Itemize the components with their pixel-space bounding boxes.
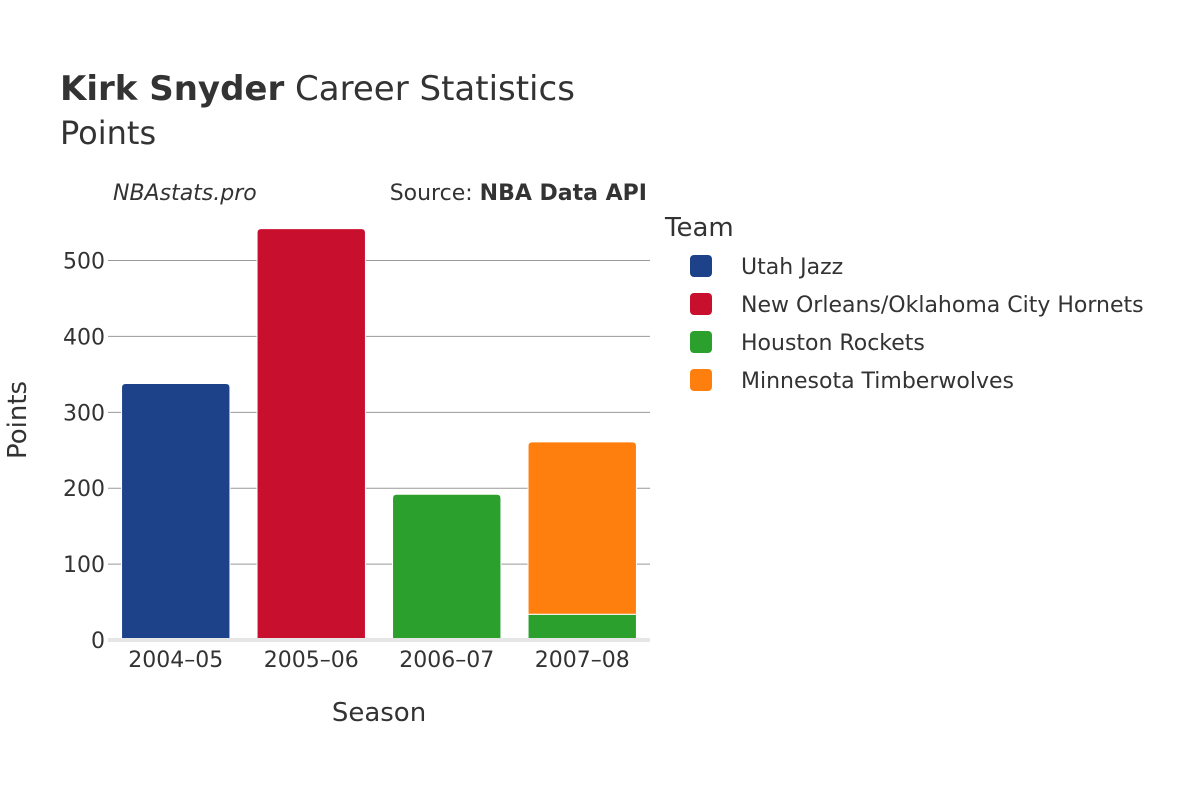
bar-layer: [121, 228, 637, 641]
legend-item[interactable]: New Orleans/Oklahoma City Hornets: [690, 293, 1144, 318]
y-tick-label: 0: [91, 629, 105, 654]
y-tick-label: 200: [63, 477, 105, 502]
x-tick-layer: 2004–05 2005–06 2006–07 2007–08: [128, 648, 629, 673]
y-axis-title: Points: [3, 381, 33, 459]
legend-swatch: [690, 331, 712, 353]
legend-label: New Orleans/Oklahoma City Hornets: [741, 293, 1144, 318]
chart-subtitle: Points: [60, 114, 156, 152]
legend-item[interactable]: Minnesota Timberwolves: [690, 369, 1014, 394]
bar-2007–08-houston-rockets[interactable]: [527, 613, 637, 641]
legend-label: Minnesota Timberwolves: [741, 369, 1014, 394]
bar-2007–08-minnesota-timberwolves[interactable]: [527, 441, 637, 615]
chart-title-name: Kirk Snyder: [60, 69, 284, 109]
chart-title-rest: Career Statistics: [284, 69, 575, 109]
y-tick-label: 100: [63, 553, 105, 578]
bar-2005–06-new-orleans-oklahoma-city-hornets[interactable]: [256, 228, 366, 641]
y-tick-label: 500: [63, 250, 105, 275]
legend-title: Team: [664, 213, 734, 243]
legend-swatch: [690, 293, 712, 315]
legend-item[interactable]: Houston Rockets: [690, 331, 925, 356]
chart-title: Kirk Snyder Career Statistics: [60, 69, 575, 109]
source-name: NBA Data API: [480, 181, 647, 206]
y-tick-label: 400: [63, 325, 105, 350]
legend-label: Houston Rockets: [741, 331, 925, 356]
bar-2006–07-houston-rockets[interactable]: [392, 493, 502, 641]
source-credit: Source: NBA Data API: [390, 181, 647, 206]
y-tick-label: 300: [63, 401, 105, 426]
legend-swatch: [690, 255, 712, 277]
x-tick-label: 2006–07: [399, 648, 494, 673]
x-tick-label: 2005–06: [264, 648, 359, 673]
legend-swatch: [690, 369, 712, 391]
x-tick-label: 2004–05: [128, 648, 223, 673]
legend-label: Utah Jazz: [741, 255, 843, 280]
legend: Utah Jazz New Orleans/Oklahoma City Horne…: [690, 255, 1144, 394]
watermark: NBAstats.pro: [113, 181, 257, 206]
legend-item[interactable]: Utah Jazz: [690, 255, 843, 280]
bar-2004–05-utah-jazz[interactable]: [121, 382, 231, 641]
x-tick-label: 2007–08: [535, 648, 630, 673]
x-axis-title: Season: [332, 698, 426, 728]
source-prefix: Source:: [390, 181, 480, 206]
y-tick-layer: 0 100 200 300 400 500: [63, 250, 105, 654]
